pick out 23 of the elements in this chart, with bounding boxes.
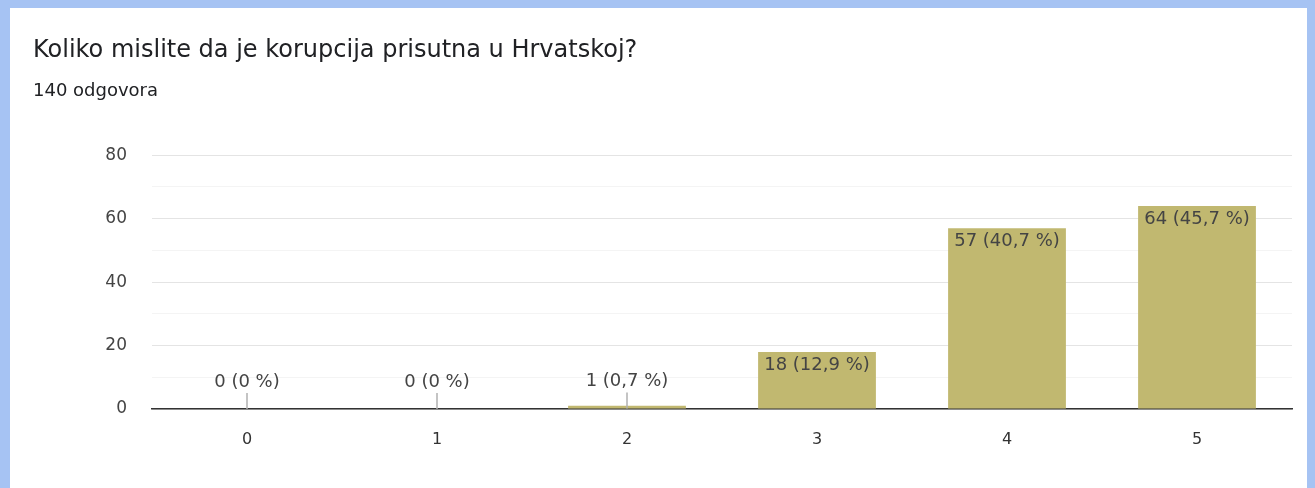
x-tick-label: 1 bbox=[431, 428, 443, 448]
y-tick-label: 80 bbox=[105, 143, 127, 164]
x-tick-label: 2 bbox=[621, 428, 633, 448]
x-tick-label: 4 bbox=[1001, 428, 1013, 448]
data-label: 0 (0 %) bbox=[214, 369, 280, 391]
bar bbox=[758, 351, 876, 409]
x-tick-label: 3 bbox=[811, 428, 823, 448]
x-tick-label: 0 bbox=[241, 428, 253, 448]
bar bbox=[948, 228, 1066, 409]
y-tick-label: 20 bbox=[105, 333, 127, 354]
y-tick-label: 60 bbox=[105, 207, 127, 228]
data-label: 57 (40,7 %) bbox=[954, 228, 1060, 250]
y-tick-label: 40 bbox=[105, 270, 127, 291]
y-tick-label: 0 bbox=[116, 397, 127, 418]
data-label: 0 (0 %) bbox=[404, 369, 470, 391]
data-label: 64 (45,7 %) bbox=[1144, 206, 1250, 228]
bar bbox=[568, 405, 686, 409]
data-label: 18 (12,9 %) bbox=[764, 352, 870, 374]
chart-subtitle: 140 odgovora bbox=[33, 79, 159, 100]
x-tick-label: 5 bbox=[1191, 428, 1203, 448]
data-label: 1 (0,7 %) bbox=[585, 369, 669, 391]
bar bbox=[1138, 205, 1256, 409]
chart-title: Koliko mislite da je korupcija prisutna u Hrvatskoj? bbox=[33, 35, 638, 63]
